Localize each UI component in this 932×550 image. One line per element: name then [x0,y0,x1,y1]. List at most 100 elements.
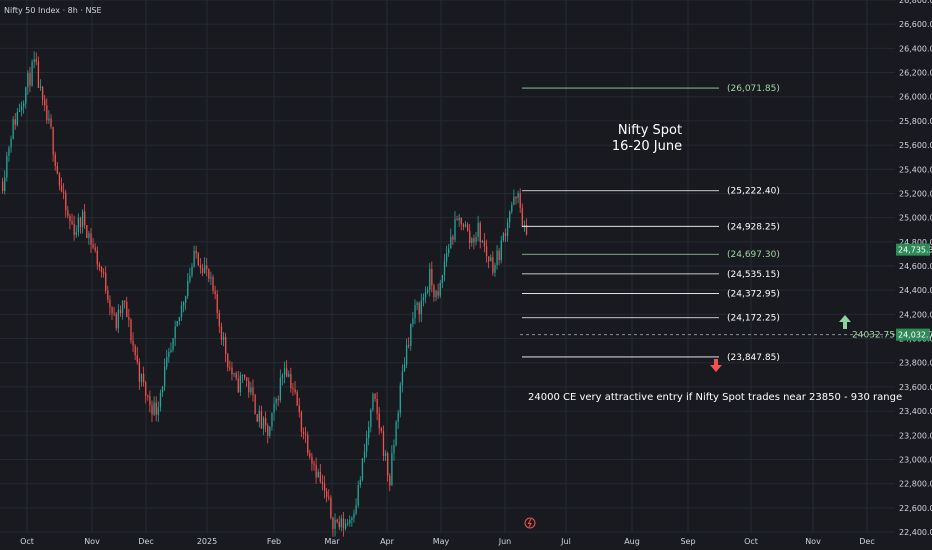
candle-body [60,185,63,192]
candle-body [136,355,138,363]
candle-body [145,382,147,396]
candle-body [121,300,124,314]
candle-body [380,428,383,432]
candle-body [414,304,416,319]
price-badge [896,328,930,341]
candle-body [75,232,77,235]
x-tick-label: Dec [859,537,874,546]
candle-body [412,318,414,324]
candle-body [134,345,136,356]
candle-body [273,403,275,413]
x-tick-label: Feb [267,537,281,546]
candle-body [182,302,185,306]
candle-body [16,111,19,125]
candle-body [69,215,71,222]
candle-body [265,418,267,426]
candle-body [90,233,92,245]
candle-body [302,431,305,434]
candle-body [41,86,44,100]
candle-body [384,453,387,456]
y-tick-label: 24,600.00 [899,262,932,271]
candle-body [250,387,252,393]
candle-body [172,338,174,350]
candle-body [27,72,29,88]
candle-body [126,301,128,318]
time-axis[interactable]: Oct Nov Dec 2025 Feb Mar Apr May Jun Jul Aug Sep Oct… [20,537,875,546]
candle-body [168,351,170,358]
level-label: (26,071.85) [727,84,780,94]
y-tick-label: 22,400.00 [899,528,932,537]
candles [2,51,528,537]
candle-body [506,222,509,237]
candle-body [521,207,523,228]
candle-body [410,323,412,346]
price-axis[interactable]: 22,400.00 22,600.00 22,800.00 23,000.00 23,2… [896,0,932,537]
candle-body [509,211,511,223]
level-lines: (26,071.85) (25,222.40) (24,928.25) (24,697… [522,84,780,363]
candle-body [6,155,8,178]
candle-body [323,483,326,492]
candle-body [286,368,288,377]
candle-body [473,238,475,243]
candle-body [298,405,300,412]
level-label: (24,172.25) [727,314,780,324]
candle-body [424,292,427,298]
candle-body [338,521,340,528]
candle-body [12,119,14,139]
candle-body [147,395,149,397]
candle-body [359,479,361,486]
candle-body [496,250,498,265]
candle-body [469,230,471,243]
y-tick-label: 24,400.00 [899,286,932,295]
candle-body [403,364,406,372]
candle-body [304,433,307,435]
candle-body [307,434,309,454]
candle-body [317,471,319,478]
candle-body [462,224,465,227]
candle-body [105,272,107,291]
candle-body [187,280,189,297]
candle-body [195,250,197,254]
candle-body [197,253,199,265]
candle-body [382,431,385,456]
x-tick-label: Dec [138,537,153,546]
candle-body [399,384,401,414]
arrow-down-icon [710,359,722,372]
candle-body [191,266,193,276]
candle-body [321,481,324,484]
y-tick-label: 24,200.00 [899,310,932,319]
candle-body [288,373,290,377]
x-tick-label: 2025 [197,537,217,546]
candle-body [231,367,233,375]
candle-body [159,392,162,408]
candle-body [471,238,473,243]
candle-body [439,282,441,296]
candle-body [275,399,277,404]
candle-body [243,374,246,378]
level-label: (25,222.40) [727,187,780,197]
y-tick-label: 26,200.00 [899,69,932,78]
candle-body [344,523,347,529]
candle-body [418,302,420,315]
candle-body [216,294,218,313]
candle-body [33,59,35,62]
lightning-icon[interactable] [524,517,536,529]
candle-body [23,103,25,107]
candle-body [513,196,515,205]
candle-body [311,456,313,464]
arrow-up-icon [839,315,851,329]
y-tick-label: 22,800.00 [899,480,932,489]
y-tick-label: 23,600.00 [899,383,932,392]
candle-body [140,373,143,382]
level-label: (24,535.15) [727,270,780,280]
candle-body [65,192,67,211]
y-tick-label: 25,000.00 [899,214,932,223]
y-tick-label: 23,800.00 [899,359,932,368]
candle-body [225,336,227,354]
x-tick-label: Nov [84,537,100,546]
candle-body [456,219,458,221]
candle-body [525,224,528,235]
candle-body [206,265,208,270]
